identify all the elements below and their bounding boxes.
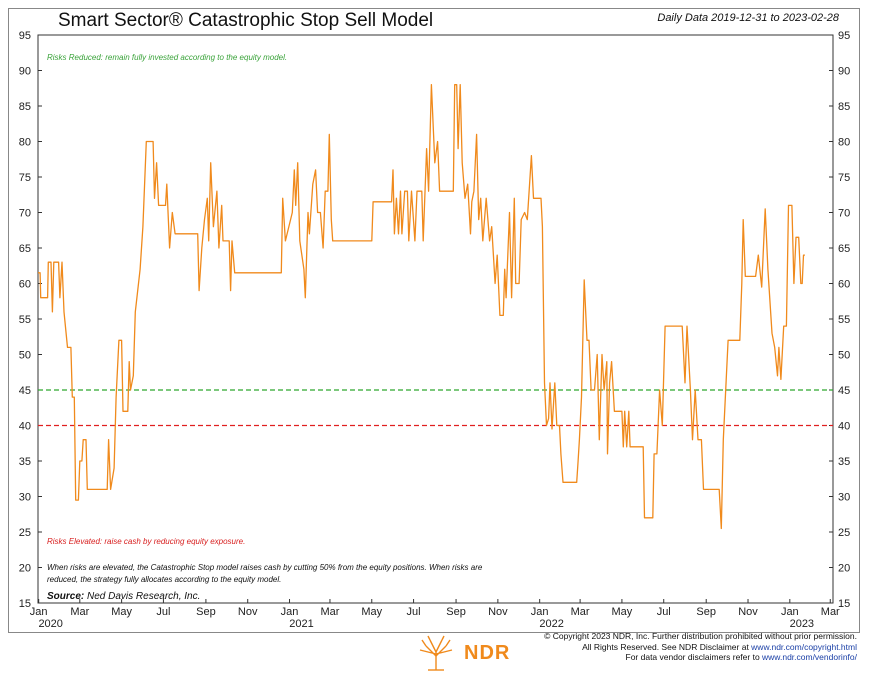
x-tick-label: Sep xyxy=(696,606,716,618)
copyright-line-3-text: For data vendor disclaimers refer to xyxy=(625,652,763,662)
y-tick-label-left: 95 xyxy=(19,30,31,42)
risks-elevated-note: Risks Elevated: raise cash by reducing e… xyxy=(47,537,246,546)
date-range: Daily Data 2019-12-31 to 2023-02-28 xyxy=(657,12,839,24)
x-tick-label: Mar xyxy=(320,606,339,618)
y-tick-label-left: 80 xyxy=(19,137,31,149)
x-tick-label: Nov xyxy=(238,606,258,618)
copyright-line-2-text: All Rights Reserved. See NDR Disclaimer … xyxy=(582,641,752,652)
y-tick-label-left: 15 xyxy=(19,598,31,610)
threshold-lines xyxy=(38,389,833,427)
x-year-label: 2020 xyxy=(38,618,62,630)
y-tick-label-right: 70 xyxy=(838,208,850,220)
y-tick-label-right: 75 xyxy=(838,172,850,184)
x-tick-label: Jul xyxy=(657,606,671,618)
y-tick-label-right: 65 xyxy=(838,243,850,255)
y-tick-label-left: 25 xyxy=(19,527,31,539)
y-tick-label-right: 40 xyxy=(838,421,850,433)
y-tick-label-left: 90 xyxy=(19,66,31,78)
y-tick-label-left: 60 xyxy=(19,279,31,291)
y-tick-label-left: 70 xyxy=(19,208,31,220)
y-tick-label-right: 15 xyxy=(838,598,850,610)
source-label: Source: xyxy=(47,591,85,602)
chart-frame xyxy=(8,8,860,633)
copyright-line-3: For data vendor disclaimers refer to www… xyxy=(544,652,858,663)
y-tick-label-right: 45 xyxy=(838,385,850,397)
copyright-line-2: All Rights Reserved. See NDR Disclaimer … xyxy=(544,642,857,653)
x-tick-label: Mar xyxy=(70,606,89,618)
x-tick-label: Jan xyxy=(531,606,549,618)
ndr-tree-icon xyxy=(419,635,453,671)
x-tick-label: Mar xyxy=(821,606,840,618)
x-tick-label: Sep xyxy=(196,606,216,618)
x-tick-label: May xyxy=(111,606,132,618)
y-axis-right: 15 20 25 30 35 40 45 50 55 60 65 70 75 80 85 90 95 xyxy=(829,30,850,610)
copyright-block: © Copyright 2023 NDR, Inc. Further distr… xyxy=(544,631,857,663)
x-tick-label: Jan xyxy=(281,606,299,618)
y-tick-label-left: 45 xyxy=(19,385,31,397)
source-line: Source: Ned Davis Research, Inc. xyxy=(47,591,200,602)
x-tick-label: May xyxy=(361,606,382,618)
y-tick-label-right: 60 xyxy=(838,279,850,291)
y-tick-label-right: 85 xyxy=(838,101,850,113)
y-tick-label-right: 55 xyxy=(838,314,850,326)
source-value: Ned Davis Research, Inc. xyxy=(87,591,201,602)
y-tick-label-right: 30 xyxy=(838,492,850,504)
series-group xyxy=(38,84,805,530)
x-axis: Jan Mar May Jul Sep Nov Jan Mar May Jul Sep Nov Jan M… xyxy=(30,599,840,630)
y-tick-label-left: 20 xyxy=(19,563,31,575)
x-tick-label: Nov xyxy=(488,606,508,618)
x-tick-label: Jul xyxy=(407,606,421,618)
plot-area-border xyxy=(37,34,834,604)
x-year-label: 2022 xyxy=(539,618,563,630)
x-year-label: 2021 xyxy=(289,618,313,630)
x-tick-label: May xyxy=(612,606,633,618)
y-tick-label-left: 65 xyxy=(19,243,31,255)
y-tick-label-right: 25 xyxy=(838,527,850,539)
y-tick-label-right: 50 xyxy=(838,350,850,362)
explanation-note: When risks are elevated, the Catastrophi… xyxy=(47,563,483,584)
y-axis-left: 15 20 25 30 35 40 45 50 55 60 65 70 75 80 85 90 95 xyxy=(19,30,42,610)
x-tick-label: Jan xyxy=(781,606,799,618)
y-tick-label-left: 85 xyxy=(19,101,31,113)
x-year-label: 2023 xyxy=(790,618,814,630)
x-tick-label: Jan xyxy=(30,606,48,618)
y-tick-label-left: 40 xyxy=(19,421,31,433)
x-tick-label: Mar xyxy=(571,606,590,618)
y-tick-label-left: 30 xyxy=(19,492,31,504)
y-tick-label-right: 80 xyxy=(838,137,850,149)
y-tick-label-right: 35 xyxy=(838,456,850,468)
ndr-logo-text: NDR xyxy=(464,642,511,664)
y-tick-label-right: 95 xyxy=(838,30,850,42)
y-tick-label-left: 50 xyxy=(19,350,31,362)
risks-reduced-note: Risks Reduced: remain fully invested acc… xyxy=(47,53,288,62)
y-tick-label-left: 55 xyxy=(19,314,31,326)
series-line xyxy=(38,84,805,530)
vendor-info-link[interactable]: www.ndr.com/vendorinfo/ xyxy=(762,652,857,662)
y-tick-label-left: 35 xyxy=(19,456,31,468)
x-tick-label: Sep xyxy=(446,606,466,618)
chart-title: Smart Sector® Catastrophic Stop Sell Mod… xyxy=(58,10,434,31)
x-tick-label: Nov xyxy=(738,606,758,618)
x-tick-label: Jul xyxy=(156,606,170,618)
y-tick-label-left: 75 xyxy=(19,172,31,184)
ndr-logo: NDR xyxy=(414,634,524,674)
copyright-line-1: © Copyright 2023 NDR, Inc. Further distr… xyxy=(544,631,857,641)
y-tick-label-right: 20 xyxy=(838,563,850,575)
copyright-link[interactable]: www.ndr.com/copyright.html xyxy=(751,641,857,652)
y-tick-label-right: 90 xyxy=(838,66,850,78)
